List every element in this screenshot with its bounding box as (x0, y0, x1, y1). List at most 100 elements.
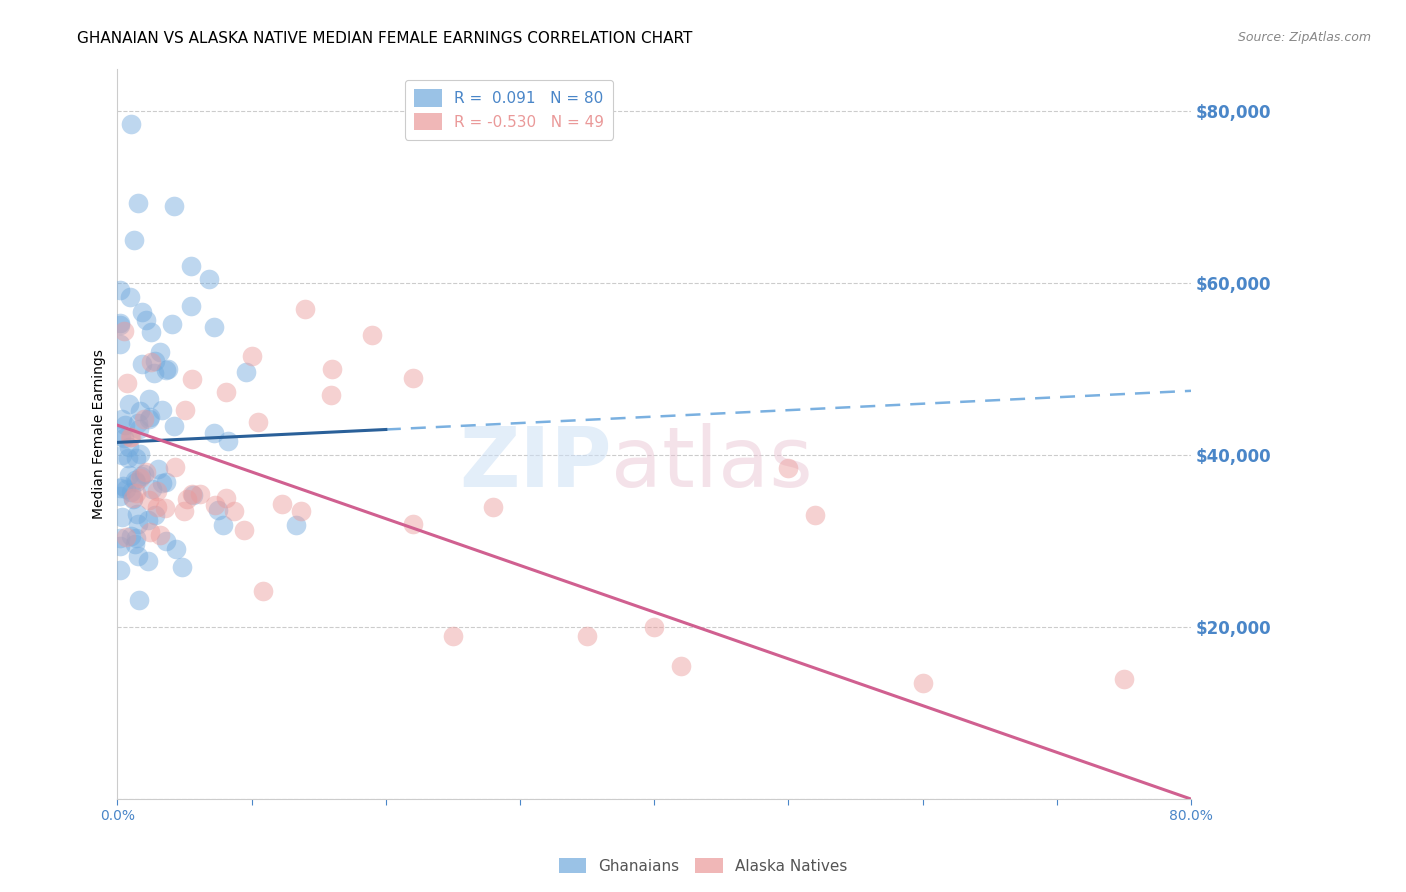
Point (129, 404, 152, 418)
Point (180, 299, 202, 313)
Point (138, 492, 160, 507)
Point (402, 371, 425, 385)
Point (207, 503, 229, 517)
Point (576, 629, 599, 643)
Point (128, 593, 150, 607)
Legend: Ghanaians, Alaska Natives: Ghanaians, Alaska Natives (553, 852, 853, 880)
Text: Source: ZipAtlas.com: Source: ZipAtlas.com (1237, 31, 1371, 45)
Point (127, 196, 149, 211)
Point (181, 488, 204, 502)
Point (141, 326, 163, 340)
Point (138, 392, 160, 406)
Point (204, 425, 226, 440)
Point (128, 422, 150, 436)
Point (108, 539, 131, 553)
Point (114, 530, 136, 544)
Text: GHANAIAN VS ALASKA NATIVE MEDIAN FEMALE EARNINGS CORRELATION CHART: GHANAIAN VS ALASKA NATIVE MEDIAN FEMALE … (77, 31, 693, 46)
Point (174, 403, 197, 417)
Point (155, 363, 177, 377)
Point (165, 541, 187, 556)
Point (202, 319, 225, 334)
Point (129, 469, 152, 483)
Point (139, 409, 162, 424)
Point (127, 516, 149, 531)
Point (120, 430, 142, 444)
Point (111, 448, 134, 462)
Point (122, 234, 145, 248)
Point (294, 302, 316, 317)
Point (160, 317, 183, 331)
Point (112, 431, 135, 445)
Point (217, 434, 239, 449)
Point (136, 513, 159, 527)
Point (117, 440, 139, 454)
Point (108, 318, 131, 333)
Point (321, 362, 343, 376)
Point (110, 412, 132, 426)
Point (131, 305, 153, 319)
Point (163, 418, 186, 433)
Point (911, 676, 934, 690)
Point (1112, 672, 1135, 686)
Y-axis label: Median Female Earnings: Median Female Earnings (93, 349, 107, 519)
Point (146, 500, 169, 514)
Point (118, 290, 141, 304)
Point (224, 504, 246, 518)
Point (643, 620, 665, 634)
Point (173, 504, 195, 518)
Point (149, 345, 172, 359)
Point (135, 313, 157, 327)
Point (188, 486, 211, 500)
Point (361, 328, 384, 343)
Point (118, 397, 141, 411)
Point (124, 451, 146, 466)
Point (235, 365, 257, 379)
Point (155, 534, 177, 549)
Point (125, 475, 148, 490)
Point (150, 476, 173, 491)
Point (402, 516, 425, 531)
Point (129, 471, 152, 485)
Point (124, 531, 146, 545)
Point (134, 467, 156, 481)
Point (120, 430, 142, 444)
Point (122, 492, 145, 507)
Point (215, 385, 238, 400)
Point (124, 473, 146, 487)
Point (134, 412, 156, 426)
Point (145, 484, 167, 499)
Point (233, 523, 256, 537)
Point (127, 549, 149, 563)
Point (112, 479, 135, 493)
Point (176, 491, 198, 506)
Point (108, 531, 131, 545)
Point (155, 475, 177, 489)
Point (135, 465, 157, 479)
Text: ZIP: ZIP (458, 423, 612, 503)
Point (170, 560, 193, 574)
Point (197, 272, 219, 286)
Point (270, 497, 292, 511)
Point (128, 447, 150, 461)
Point (180, 372, 202, 386)
Point (131, 357, 153, 371)
Point (111, 510, 134, 524)
Point (246, 415, 269, 429)
Point (125, 486, 148, 500)
Point (108, 489, 131, 503)
Point (139, 355, 162, 369)
Point (153, 500, 176, 515)
Point (108, 481, 131, 495)
Point (110, 429, 132, 443)
Point (804, 508, 827, 523)
Point (215, 491, 238, 506)
Point (321, 388, 343, 402)
Point (127, 508, 149, 522)
Point (290, 503, 312, 517)
Point (143, 366, 166, 380)
Point (117, 450, 139, 465)
Point (114, 418, 136, 433)
Point (441, 629, 464, 643)
Point (120, 117, 142, 131)
Point (124, 537, 146, 551)
